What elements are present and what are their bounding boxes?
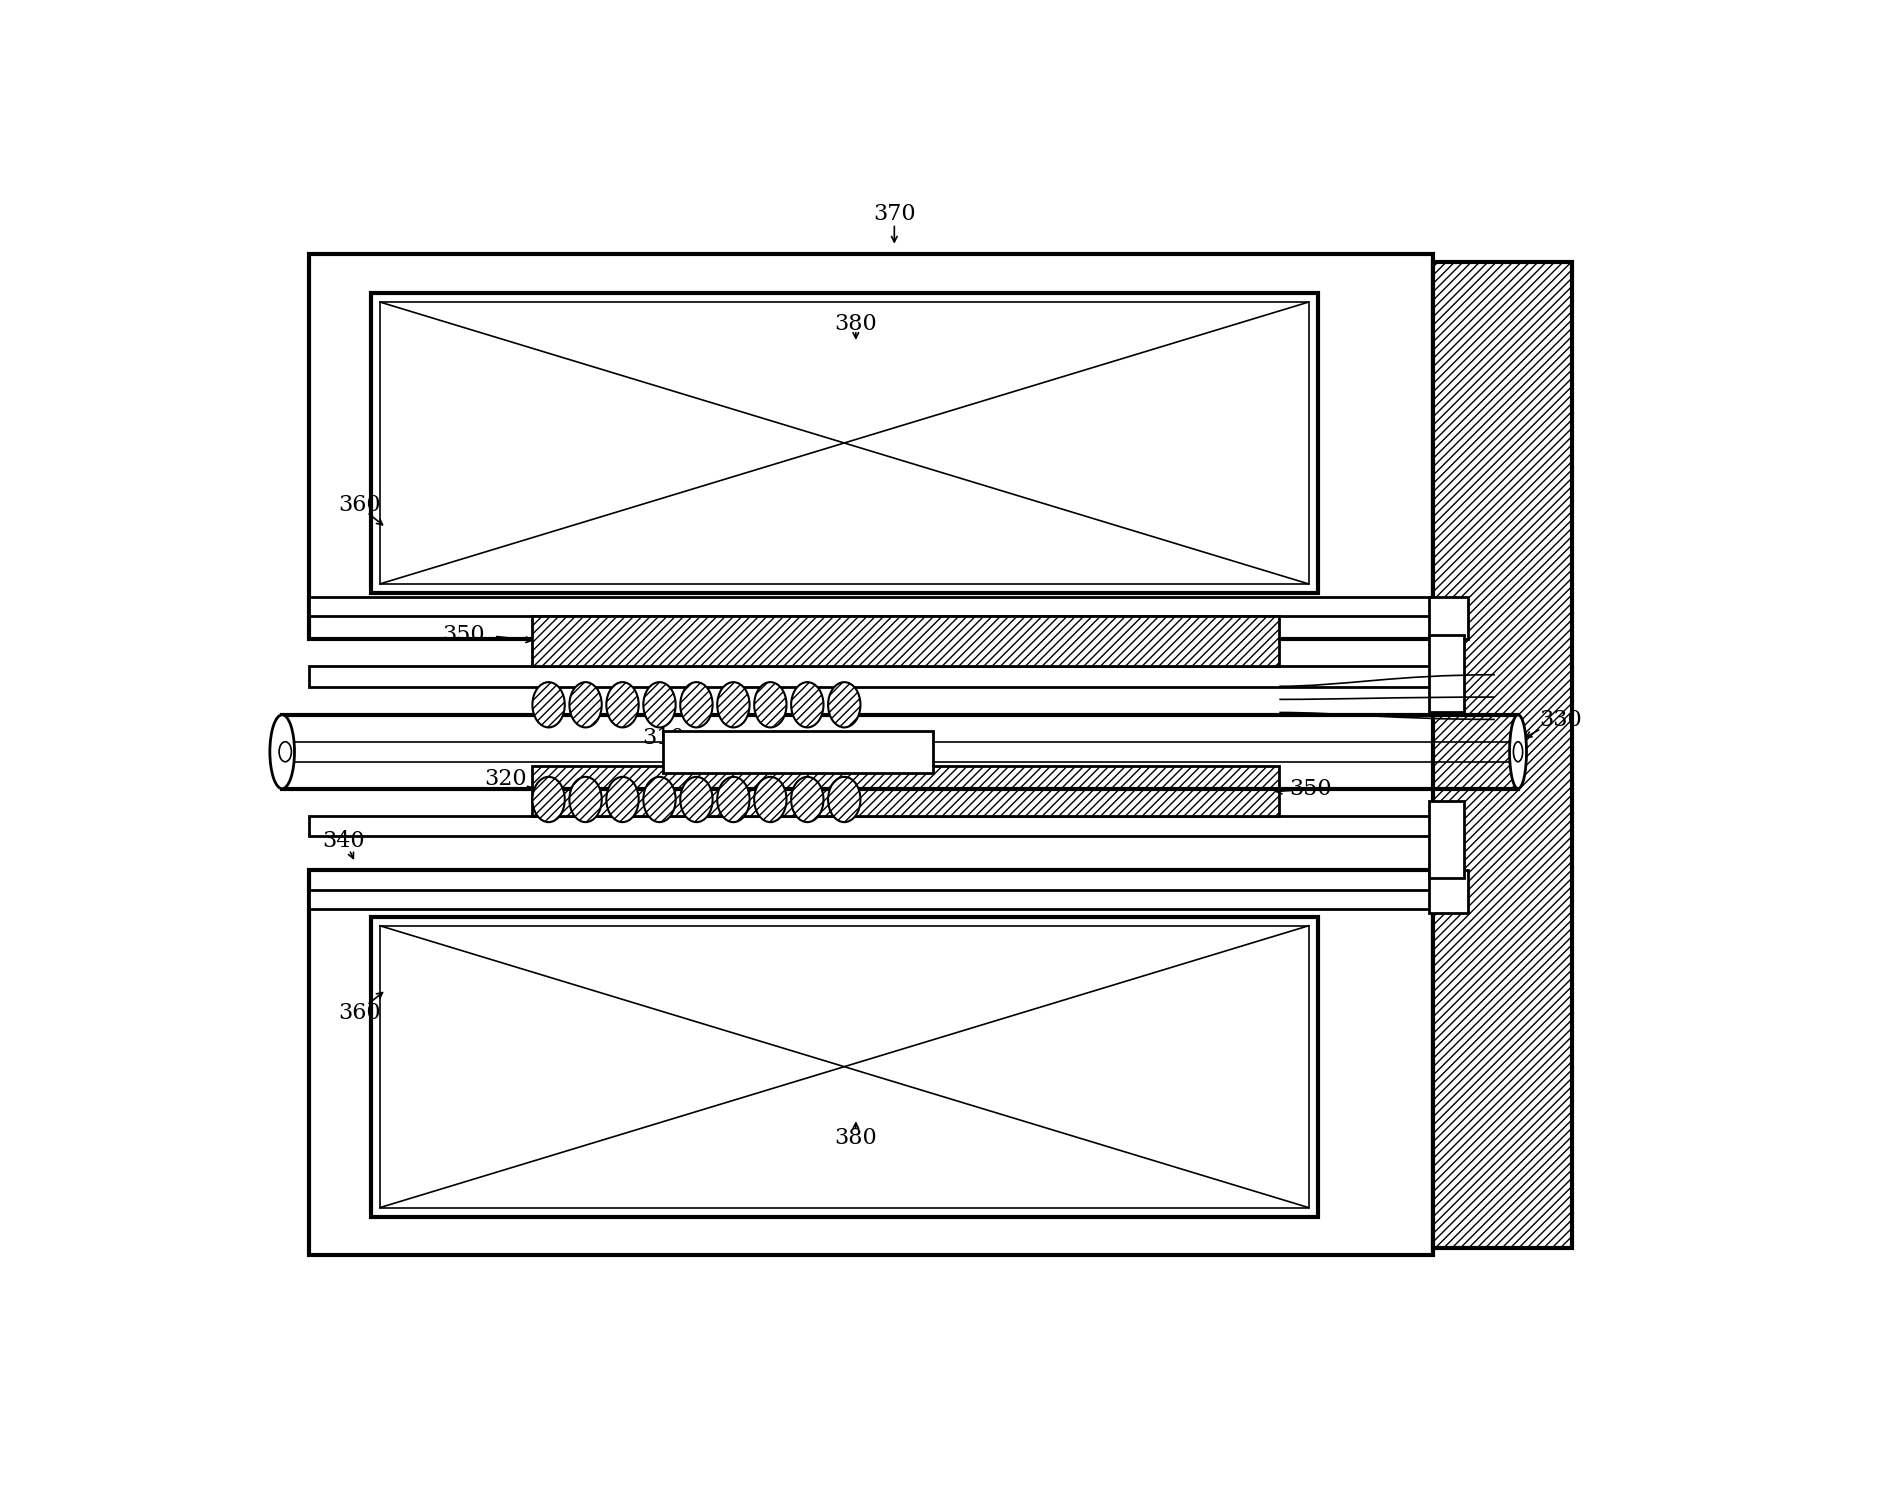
Bar — [308, 254, 1433, 639]
Ellipse shape — [1510, 714, 1527, 789]
Ellipse shape — [643, 777, 675, 822]
Text: 380: 380 — [835, 313, 876, 335]
Ellipse shape — [827, 683, 859, 728]
Ellipse shape — [532, 777, 564, 822]
Ellipse shape — [269, 714, 295, 789]
Bar — [308, 870, 1433, 1256]
Text: 350: 350 — [1288, 778, 1331, 801]
Bar — [1429, 597, 1466, 639]
Bar — [1433, 262, 1572, 1247]
Ellipse shape — [1513, 741, 1521, 762]
Ellipse shape — [532, 683, 564, 728]
Bar — [308, 666, 1433, 687]
Ellipse shape — [605, 777, 639, 822]
Bar — [308, 816, 1433, 835]
Ellipse shape — [716, 683, 748, 728]
Ellipse shape — [681, 683, 713, 728]
Ellipse shape — [643, 683, 675, 728]
Text: 360: 360 — [338, 1001, 380, 1024]
Bar — [308, 597, 1433, 617]
Text: 340: 340 — [321, 829, 365, 852]
Ellipse shape — [570, 777, 602, 822]
Bar — [532, 766, 1278, 816]
Bar — [532, 617, 1278, 666]
Text: 370: 370 — [872, 204, 916, 225]
Bar — [1429, 801, 1463, 879]
Ellipse shape — [605, 683, 639, 728]
Ellipse shape — [278, 741, 291, 762]
Ellipse shape — [570, 683, 602, 728]
Bar — [380, 925, 1308, 1208]
Ellipse shape — [791, 683, 823, 728]
Bar — [370, 293, 1318, 593]
Text: 330: 330 — [1538, 710, 1581, 731]
Text: 380: 380 — [835, 1127, 876, 1150]
Ellipse shape — [791, 777, 823, 822]
Ellipse shape — [716, 777, 748, 822]
Text: 320: 320 — [483, 768, 526, 790]
Bar — [1429, 636, 1463, 713]
Ellipse shape — [827, 777, 859, 822]
Text: 350: 350 — [442, 624, 485, 647]
Bar — [380, 302, 1308, 584]
Ellipse shape — [754, 777, 786, 822]
Text: 310: 310 — [641, 728, 684, 748]
Ellipse shape — [754, 683, 786, 728]
Text: 360: 360 — [338, 494, 380, 515]
Bar — [370, 916, 1318, 1217]
Bar — [664, 731, 932, 772]
Bar — [308, 889, 1433, 909]
Bar — [1429, 870, 1466, 913]
Ellipse shape — [681, 777, 713, 822]
